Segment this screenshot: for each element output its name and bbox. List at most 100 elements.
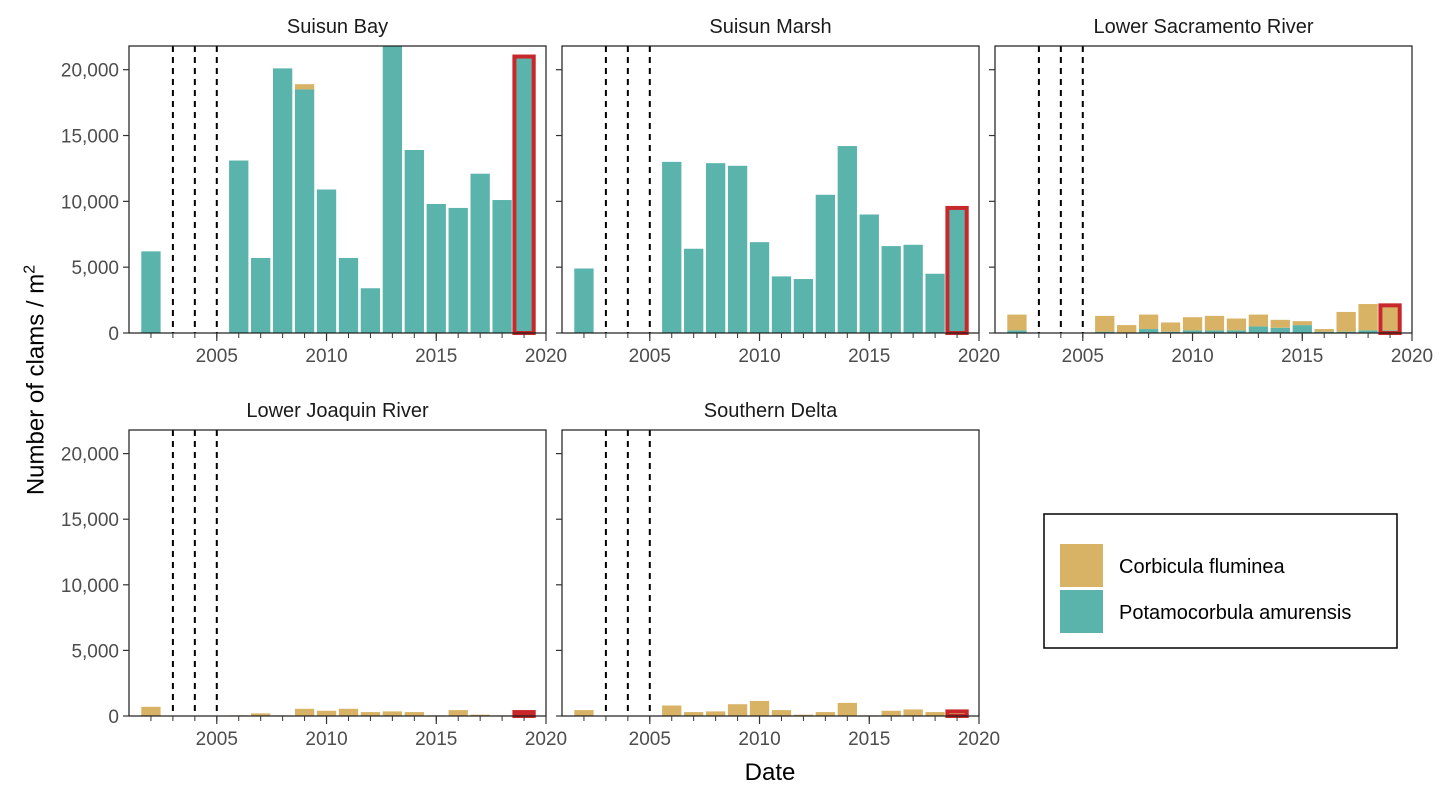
panel-border: [994, 45, 1413, 334]
bar-potamocorbula: [859, 214, 879, 333]
x-tick-label: 2020: [958, 346, 1000, 367]
bar-corbicula: [1358, 304, 1378, 331]
bar-corbicula: [925, 712, 945, 716]
x-tick-label: 2015: [848, 729, 890, 750]
y-tick-label: 15,000: [61, 510, 119, 531]
bar-corbicula: [1314, 329, 1334, 332]
x-tick-label: 2005: [196, 346, 238, 367]
x-tick-label: 2010: [738, 346, 780, 367]
legend-swatch-corbicula: [1060, 544, 1103, 587]
bar-potamocorbula: [903, 244, 923, 333]
y-tick-label: 20,000: [61, 61, 119, 82]
bar-corbicula: [404, 712, 424, 716]
y-tick-label: 0: [108, 707, 119, 728]
bar-corbicula: [705, 711, 726, 716]
x-tick-label: 2005: [629, 346, 671, 367]
bar-potamocorbula: [1248, 326, 1269, 333]
bar-corbicula: [749, 700, 770, 716]
bar-potamocorbula: [837, 146, 857, 333]
bar-potamocorbula: [1270, 327, 1290, 333]
bar-corbicula: [947, 711, 967, 716]
bar-corbicula: [1007, 314, 1027, 331]
bar-potamocorbula: [426, 203, 446, 333]
bar-potamocorbula: [141, 251, 161, 333]
x-tick-label: 2010: [1171, 346, 1213, 367]
bar-potamocorbula: [771, 276, 792, 333]
legend-swatch-potamocorbula: [1060, 590, 1103, 633]
bar-potamocorbula: [1160, 331, 1181, 333]
bar-potamocorbula: [881, 246, 901, 333]
y-tick-label: 10,000: [61, 576, 119, 597]
bar-potamocorbula: [947, 207, 967, 333]
panel-border: [128, 429, 547, 717]
x-tick-label: 2015: [848, 346, 890, 367]
x-tick-label: 2020: [1391, 346, 1433, 367]
panel-title: Southern Delta: [704, 400, 838, 422]
bar-potamocorbula: [229, 160, 249, 333]
panel-border: [128, 45, 547, 334]
x-tick-label: 2005: [629, 729, 671, 750]
bar-potamocorbula: [492, 200, 512, 333]
x-tick-label: 2020: [525, 729, 567, 750]
bar-potamocorbula: [404, 150, 424, 333]
x-axis-title: Date: [745, 759, 796, 786]
bar-potamocorbula: [338, 257, 359, 333]
y-tick-label: 0: [108, 324, 119, 345]
bar-potamocorbula: [316, 189, 337, 333]
panel-title: Lower Sacramento River: [1093, 16, 1313, 38]
bar-corbicula: [1160, 322, 1181, 332]
bar-corbicula: [448, 710, 468, 716]
bar-corbicula: [294, 708, 315, 716]
bar-corbicula: [470, 714, 490, 716]
bar-corbicula: [1138, 314, 1159, 330]
bar-potamocorbula: [925, 273, 945, 333]
bar-potamocorbula: [815, 194, 836, 333]
bar-potamocorbula: [793, 279, 814, 333]
legend-label-potamocorbula: Potamocorbula amurensis: [1119, 602, 1351, 624]
x-tick-label: 2015: [415, 729, 457, 750]
bar-potamocorbula: [684, 248, 704, 333]
x-tick-label: 2005: [196, 729, 238, 750]
bar-corbicula: [815, 712, 836, 716]
panel-title: Lower Joaquin River: [246, 400, 429, 422]
bar-corbicula: [1182, 317, 1203, 331]
bar-potamocorbula: [294, 89, 315, 334]
bar-potamocorbula: [470, 173, 490, 333]
panel-title: Suisun Bay: [287, 16, 388, 38]
bar-corbicula: [574, 710, 594, 716]
x-tick-label: 2020: [958, 729, 1000, 750]
bar-corbicula: [338, 708, 359, 716]
bar-potamocorbula: [1314, 331, 1334, 333]
bar-corbicula: [881, 710, 901, 716]
bar-corbicula: [837, 702, 857, 716]
bar-corbicula: [382, 711, 403, 716]
panel-border: [561, 45, 980, 334]
bar-corbicula: [141, 706, 161, 716]
bar-potamocorbula: [514, 56, 534, 334]
y-tick-label: 10,000: [61, 192, 119, 213]
bar-corbicula: [316, 710, 337, 716]
x-tick-label: 2015: [415, 346, 457, 367]
bar-potamocorbula: [1336, 331, 1356, 333]
x-tick-label: 2015: [1281, 346, 1323, 367]
panel-border: [561, 429, 980, 717]
x-tick-label: 2020: [525, 346, 567, 367]
bar-potamocorbula: [1182, 330, 1203, 333]
bar-potamocorbula: [749, 242, 770, 333]
y-axis-title-main: Number of clams / m: [22, 273, 50, 496]
legend-label-corbicula: Corbicula fluminea: [1119, 556, 1286, 578]
bar-corbicula: [1204, 315, 1225, 331]
bar-corbicula: [294, 84, 315, 90]
bar-corbicula: [1095, 315, 1115, 332]
bar-corbicula: [684, 712, 704, 716]
y-tick-label: 5,000: [71, 258, 119, 279]
x-tick-label: 2010: [305, 346, 347, 367]
bar-corbicula: [1117, 325, 1137, 333]
bar-corbicula: [251, 713, 271, 716]
bar-corbicula: [1292, 321, 1312, 326]
bar-potamocorbula: [1292, 325, 1312, 333]
x-tick-label: 2010: [738, 729, 780, 750]
bar-potamocorbula: [360, 288, 381, 333]
